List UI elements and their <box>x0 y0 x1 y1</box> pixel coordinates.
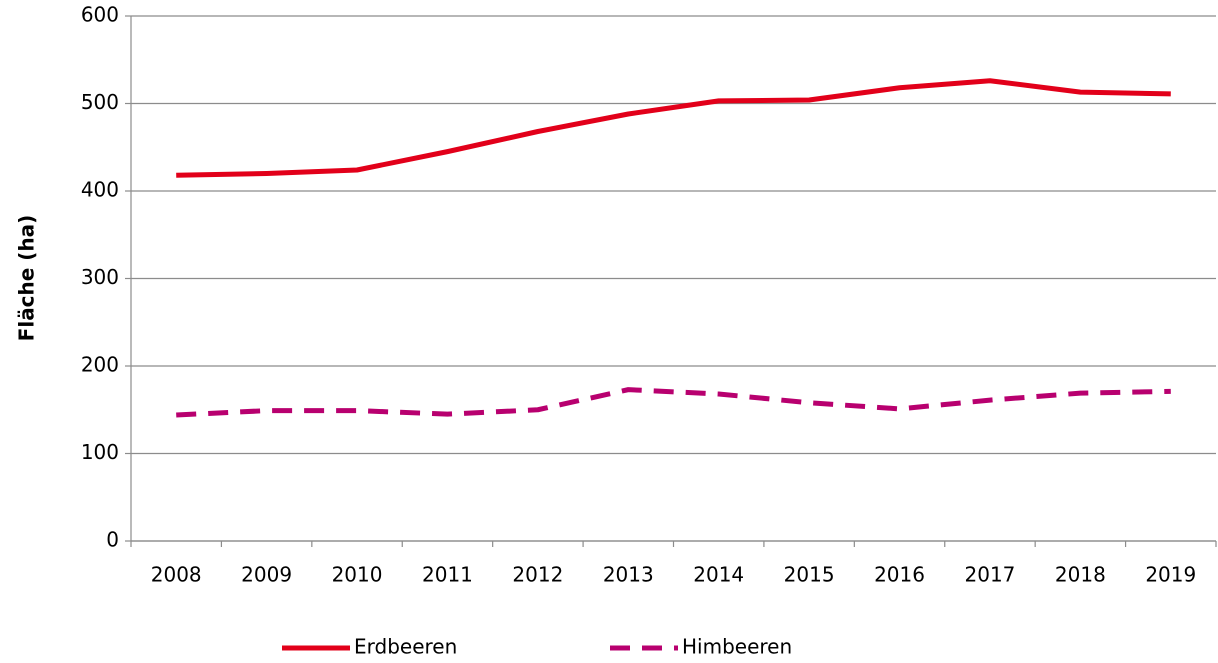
x-tick-label: 2008 <box>151 563 202 587</box>
y-axis-label: Fläche (ha) <box>15 215 39 342</box>
y-tick-label: 200 <box>81 353 119 377</box>
line-series <box>176 387 1171 418</box>
legend-label: Erdbeeren <box>354 635 457 659</box>
y-tick-label: 100 <box>81 440 119 464</box>
y-tick-label: 0 <box>106 528 119 552</box>
x-tick-label: 2011 <box>422 563 473 587</box>
x-tick-label: 2010 <box>332 563 383 587</box>
x-tick-label: 2017 <box>965 563 1016 587</box>
x-tick-label: 2015 <box>784 563 835 587</box>
y-tick-label: 400 <box>81 178 119 202</box>
x-tick-label: 2013 <box>603 563 654 587</box>
x-tick-label: 2012 <box>512 563 563 587</box>
x-tick-label: 2016 <box>874 563 925 587</box>
legend-label: Himbeeren <box>682 635 792 659</box>
x-tick-label: 2014 <box>693 563 744 587</box>
x-tick-label: 2019 <box>1145 563 1196 587</box>
x-tick-label: 2009 <box>241 563 292 587</box>
line-series <box>176 78 1171 178</box>
y-tick-label: 500 <box>81 90 119 114</box>
y-tick-label: 600 <box>81 3 119 27</box>
y-tick-label: 300 <box>81 265 119 289</box>
x-tick-label: 2018 <box>1055 563 1106 587</box>
